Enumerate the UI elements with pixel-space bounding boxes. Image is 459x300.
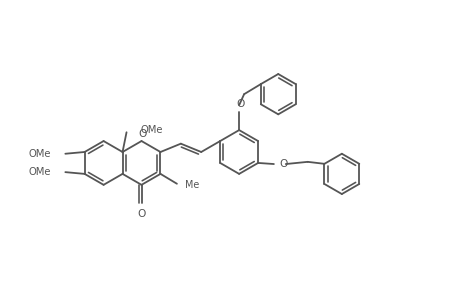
Text: Me: Me (185, 180, 199, 190)
Text: OMe: OMe (140, 125, 162, 135)
Text: O: O (279, 159, 288, 169)
Text: OMe: OMe (29, 149, 51, 159)
Text: O: O (138, 129, 146, 139)
Text: O: O (235, 99, 244, 109)
Text: OMe: OMe (29, 167, 51, 177)
Text: O: O (137, 209, 146, 219)
